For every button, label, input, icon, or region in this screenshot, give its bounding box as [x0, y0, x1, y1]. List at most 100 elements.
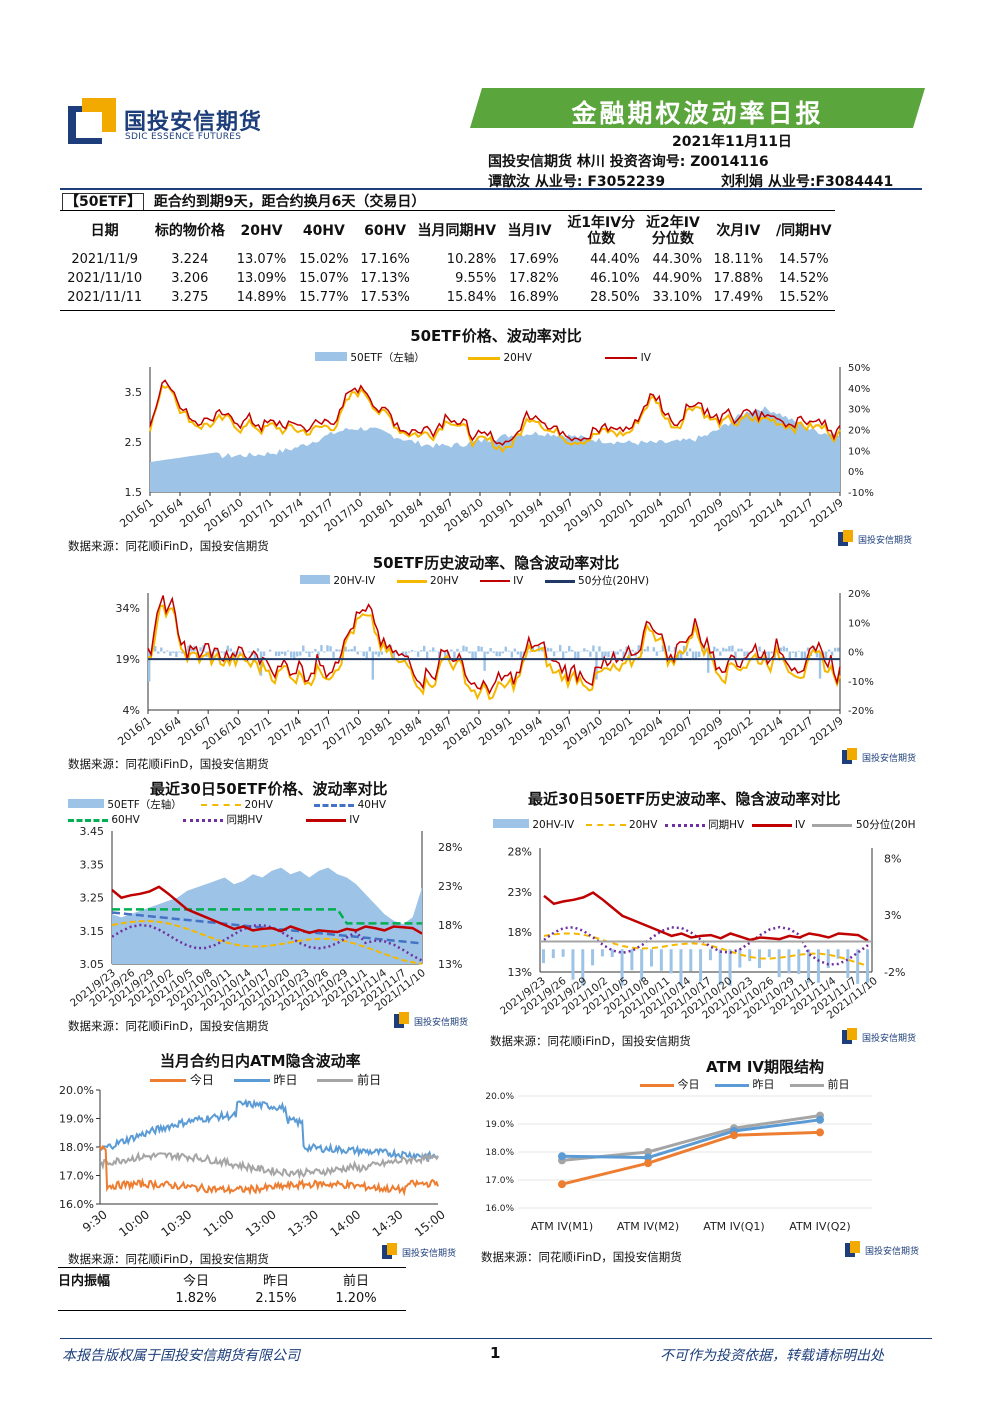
diff-bar	[259, 651, 263, 676]
diff-bar	[791, 651, 795, 653]
diff-bar	[806, 647, 810, 652]
diff-bar	[691, 651, 695, 659]
chart4-title: 最近30日50ETF历史波动率、隐含波动率对比	[528, 790, 841, 808]
diff-bar	[659, 949, 663, 971]
table-cell: 14.52%	[779, 271, 829, 286]
diff-bar	[314, 648, 317, 652]
diff-bar	[830, 651, 834, 656]
table-cell: 44.30%	[652, 252, 703, 267]
tick-label: -2%	[884, 966, 905, 979]
hv20-line	[543, 932, 869, 967]
chart1-title: 50ETF价格、波动率对比	[410, 327, 582, 345]
summary-tag: 【50ETF】 距合约到期9天，距合约换月6天（交易日）	[62, 191, 425, 211]
diff-bar	[574, 651, 577, 659]
diff-bar	[682, 645, 686, 652]
tick-label: 23%	[438, 880, 462, 893]
tick-label: 2021/4	[747, 714, 786, 748]
diff-bar	[262, 651, 266, 657]
chart6-watermark: 国投安信期货	[845, 1241, 925, 1265]
tick-label: 13:30	[285, 1207, 321, 1239]
tick-label: 2019/1	[477, 496, 516, 530]
tick-label: 2020/7	[657, 496, 696, 530]
diff-bar	[797, 650, 801, 652]
diff-bar	[815, 651, 819, 658]
logo-cn: 国投安信期货	[124, 110, 263, 135]
tick-label: 19.0%	[485, 1120, 514, 1130]
tick-label: 16.0%	[485, 1204, 514, 1214]
footer-disclaimer: 不可作为投资依据，转载请标明出处	[660, 1348, 884, 1364]
diff-bar	[719, 651, 722, 656]
tick-label: 2019/4	[507, 496, 546, 530]
diff-bar	[283, 651, 287, 656]
diff-bar	[583, 648, 586, 652]
diff-bar	[486, 651, 489, 654]
table-cell: 2021/11/10	[67, 271, 143, 286]
tick-label: 19%	[116, 653, 140, 666]
tick-label: 2017/1	[236, 714, 275, 748]
diff-bar	[483, 651, 486, 671]
legend-etf: 50ETF（左轴）	[350, 352, 425, 364]
diff-bar	[610, 651, 613, 653]
diff-bar	[688, 648, 692, 652]
diff-bar	[332, 651, 335, 658]
data-point	[730, 1131, 738, 1140]
diff-bar	[326, 645, 329, 652]
tick-label: 2018/4	[386, 714, 425, 748]
diff-bar	[826, 949, 830, 968]
diff-bar	[293, 651, 296, 660]
tick-label: 2017/4	[266, 714, 305, 748]
iv-line	[543, 891, 869, 942]
diff-bar	[571, 949, 575, 980]
diff-bar	[568, 645, 571, 652]
table-cell: 15.77%	[299, 290, 349, 305]
today-line	[561, 1130, 821, 1186]
diff-bar	[290, 651, 293, 658]
tick-label: 2021/7	[777, 496, 816, 530]
data-point	[558, 1152, 566, 1161]
header-rule	[60, 188, 922, 190]
diff-bar	[816, 949, 820, 983]
diff-bar	[622, 651, 625, 660]
svg-text:国投安信期货: 国投安信期货	[414, 1016, 468, 1028]
diff-bar	[426, 651, 429, 659]
diff-bar	[253, 651, 257, 659]
chart2-plot: 34%19%4%20%10%0%-10%-20%2016/12016/42016…	[115, 589, 873, 753]
diff-bar	[551, 949, 555, 959]
svg-text:国投安信期货: 国投安信期货	[865, 1245, 919, 1257]
diff-bar	[658, 650, 662, 652]
diff-bar	[725, 648, 728, 652]
diff-bar	[519, 651, 523, 660]
diff-bar	[787, 949, 791, 974]
hv20-line	[111, 920, 423, 965]
diff-bar	[528, 651, 532, 653]
diff-bar	[371, 651, 375, 680]
diff-bar	[407, 651, 411, 653]
diff-bar	[320, 645, 323, 652]
chart4-legend: 20HV-IV 20HV 同期HV IV 50分位(20H	[493, 817, 916, 832]
diff-bar	[818, 651, 822, 679]
chart3-watermark: 国投安信期货	[394, 1012, 474, 1036]
diff-bar	[410, 649, 414, 652]
diff-bar	[462, 645, 465, 652]
etf-tag: 【50ETF】	[62, 193, 145, 211]
diff-bar	[591, 949, 595, 966]
diff-bar	[510, 651, 514, 658]
diff-bar	[661, 645, 665, 652]
iv-line	[147, 595, 841, 695]
diff-bar	[685, 651, 689, 656]
tick-label: 18%	[438, 919, 462, 932]
tick-label: 19.0%	[59, 1113, 94, 1126]
diff-bar	[353, 646, 356, 652]
footer-rule	[60, 1338, 932, 1339]
hv20-line	[149, 384, 841, 454]
diff-bar	[679, 651, 683, 660]
table-cell: 17.53%	[360, 290, 410, 305]
diff-bar	[356, 651, 359, 655]
diff-bar	[299, 651, 302, 656]
diff-bar	[429, 650, 432, 652]
range-yesterday: 2.15%	[255, 1291, 297, 1306]
col-header: 次月IV	[716, 223, 761, 239]
diff-bar	[531, 647, 535, 652]
diff-bar	[655, 651, 659, 656]
diff-bar	[296, 651, 299, 657]
